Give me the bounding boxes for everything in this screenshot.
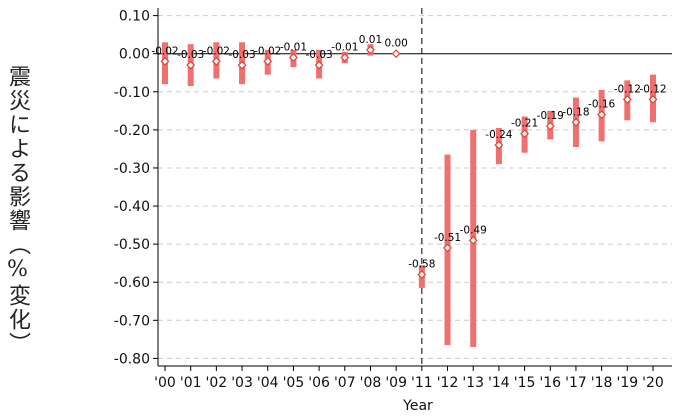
x-tick-label: '16 — [539, 375, 561, 391]
ci-bars — [162, 42, 656, 347]
x-tick-label: '15 — [514, 375, 536, 391]
estimate-point — [597, 110, 607, 120]
x-tick-label: '05 — [283, 375, 305, 391]
estimate-point — [571, 117, 581, 127]
estimate-point — [314, 60, 324, 70]
estimate-point — [494, 140, 504, 150]
x-tick-label: '02 — [206, 375, 228, 391]
estimate-point — [237, 60, 247, 70]
x-tick-label: '19 — [616, 375, 638, 391]
y-tick-label: -0.20 — [114, 123, 150, 139]
data-label: -0.02 — [203, 45, 230, 57]
y-axis-label: 震災による影響（%変化） — [5, 64, 30, 356]
x-axis-label: Year — [402, 398, 433, 414]
estimate-point — [288, 53, 298, 62]
estimate-point — [622, 94, 632, 104]
x-tick-label: '08 — [360, 375, 382, 391]
data-label: -0.03 — [306, 49, 333, 61]
y-tick-label: -0.70 — [114, 313, 150, 329]
y-tick-label: 0.10 — [119, 9, 150, 25]
data-label: -0.24 — [485, 129, 512, 141]
estimate-point — [648, 94, 658, 104]
data-label: -0.01 — [280, 42, 307, 54]
data-label: -0.01 — [331, 42, 358, 54]
estimate-point — [443, 243, 452, 253]
data-label: -0.03 — [177, 49, 204, 61]
data-label: -0.58 — [408, 259, 435, 271]
data-label: -0.12 — [614, 83, 641, 95]
data-labels: -0.02-0.03-0.02-0.03-0.02-0.01-0.03-0.01… — [151, 34, 666, 271]
estimate-point — [186, 60, 196, 70]
y-tick-label: -0.50 — [114, 237, 150, 253]
y-axis-ticks: 0.10 0.00 -0.10 -0.20 -0.30 -0.40 -0.50 -0.60 -0… — [114, 9, 158, 367]
estimate-point — [468, 235, 478, 245]
estimate-point — [520, 129, 530, 139]
x-tick-label: '14 — [488, 375, 510, 391]
y-tick-label: -0.80 — [114, 351, 150, 367]
x-tick-label: '03 — [231, 375, 253, 391]
x-tick-label: '06 — [308, 375, 330, 391]
data-label: -0.49 — [460, 224, 487, 236]
x-tick-label: '00 — [154, 375, 176, 391]
data-label: -0.02 — [151, 45, 178, 57]
x-tick-label: '12 — [437, 375, 459, 391]
estimate-point — [211, 56, 221, 66]
x-axis-ticks: '00'01'02'03'04'05'06'07'08'09'11'12'13 '… — [154, 366, 664, 391]
estimate-point — [391, 49, 401, 59]
data-label: -0.51 — [434, 232, 461, 244]
estimate-point — [160, 56, 170, 66]
y-tick-label: 0.00 — [119, 47, 150, 63]
axes — [157, 8, 672, 367]
estimate-point — [417, 270, 427, 280]
x-tick-label: '07 — [334, 375, 356, 391]
estimate-point — [263, 56, 273, 66]
data-label: -0.16 — [588, 99, 615, 111]
estimate-point — [545, 121, 555, 131]
estimate-point — [340, 53, 350, 62]
x-tick-label: '17 — [565, 375, 587, 391]
estimate-points — [160, 45, 658, 280]
y-tick-label: -0.60 — [114, 275, 150, 291]
data-label: -0.18 — [562, 106, 589, 118]
data-label: -0.02 — [254, 45, 281, 57]
x-tick-label: '13 — [462, 375, 484, 391]
data-label: -0.03 — [228, 49, 255, 61]
grid-lines — [158, 15, 672, 359]
data-label: 0.01 — [359, 34, 382, 46]
data-label: -0.12 — [639, 83, 666, 95]
x-tick-label: '01 — [180, 375, 202, 391]
y-tick-label: -0.10 — [114, 85, 150, 101]
estimate-point — [366, 45, 375, 55]
y-tick-label: -0.40 — [114, 199, 150, 215]
data-label: -0.21 — [511, 118, 538, 130]
x-tick-label: '18 — [591, 375, 613, 391]
x-tick-label: '11 — [411, 375, 433, 391]
data-label: -0.19 — [537, 110, 564, 122]
x-tick-label: '04 — [257, 375, 279, 391]
data-label: 0.00 — [384, 38, 407, 50]
x-tick-label: '20 — [642, 375, 664, 391]
x-tick-label: '09 — [385, 375, 407, 391]
y-tick-label: -0.30 — [114, 161, 150, 177]
